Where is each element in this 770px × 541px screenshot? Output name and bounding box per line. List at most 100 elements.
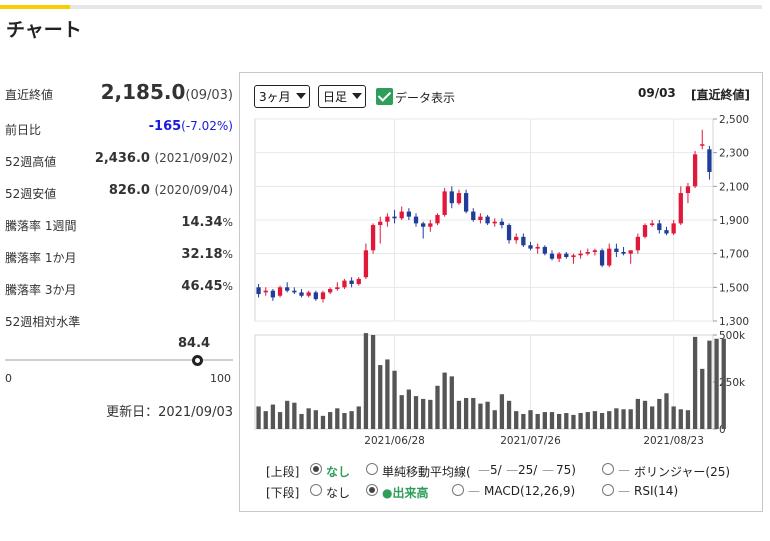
rel52-knob xyxy=(191,355,203,366)
show-data-label[interactable]: データ表示 xyxy=(395,91,456,105)
volume-bar xyxy=(327,412,333,429)
volume-bar xyxy=(585,412,590,429)
stat-value: 2,185.0(09/03) xyxy=(101,80,233,104)
volume-bar xyxy=(499,394,505,429)
rel52-track xyxy=(5,359,233,361)
volume-bar xyxy=(650,406,655,429)
candle-down xyxy=(471,211,476,220)
candle-down xyxy=(413,216,419,224)
stat-r1w: 騰落率 1週間 14.34% xyxy=(5,209,233,241)
candle-down xyxy=(499,221,505,226)
lower-volume-label[interactable]: ●出来高 xyxy=(382,486,429,500)
candle-up xyxy=(306,292,311,296)
upper-sma5-label: 5/ xyxy=(490,463,502,477)
candle-up xyxy=(692,154,698,187)
candle-down xyxy=(521,236,526,246)
low52-value: 826.0 xyxy=(108,183,150,198)
stat-label: 52週安値 xyxy=(5,187,57,201)
volume-bar xyxy=(556,413,562,429)
upper-none-label[interactable]: なし xyxy=(326,465,351,479)
volume-bar xyxy=(664,393,669,429)
volume-bar xyxy=(707,340,712,429)
volume-bar xyxy=(385,359,390,429)
candle-down xyxy=(463,193,469,212)
candle-down xyxy=(564,253,569,258)
candle-up xyxy=(356,278,361,284)
change-pct: (-7.02%) xyxy=(181,119,233,133)
candle-down xyxy=(621,251,626,254)
r1w-unit: % xyxy=(222,216,233,229)
lower-rsi-radio[interactable] xyxy=(602,484,614,496)
volume-bar xyxy=(428,399,433,429)
volume-bar xyxy=(392,370,397,429)
volume-bar xyxy=(685,410,691,429)
interval-select[interactable]: 日足 xyxy=(318,85,367,108)
candle-up xyxy=(671,223,676,234)
volume-bar xyxy=(378,365,383,429)
upper-bollinger-radio[interactable] xyxy=(602,463,614,475)
upper-sma-label[interactable]: 単純移動平均線( xyxy=(382,465,471,479)
candle-up xyxy=(700,144,705,146)
candle-up xyxy=(492,221,497,224)
header-type: [直近終値] xyxy=(691,88,750,102)
last-close-value: 2,185.0 xyxy=(100,80,186,104)
candle-up xyxy=(628,250,633,254)
rel52-min: 0 xyxy=(5,372,12,385)
volume-bar xyxy=(435,385,440,429)
volume-bar xyxy=(578,413,583,429)
candle-up xyxy=(607,248,612,266)
volume-bar xyxy=(263,411,268,429)
stat-label: 52週高値 xyxy=(5,155,57,169)
candle-up xyxy=(320,292,326,300)
volume-bar xyxy=(521,413,526,429)
volume-bar xyxy=(535,413,540,429)
lower-none-radio[interactable] xyxy=(310,484,322,496)
updated-date: 更新日：2021/09/03 xyxy=(106,405,233,420)
volume-tick-label: 0 xyxy=(719,424,726,436)
candle-down xyxy=(528,245,533,249)
stat-rel52: 52週相対水準 xyxy=(5,305,233,337)
lower-macd-label[interactable]: MACD(12,26,9) xyxy=(484,484,576,498)
period-select-value: 3ヶ月 xyxy=(259,90,291,104)
volume-bar xyxy=(421,398,426,429)
macd-line-icon: — xyxy=(468,484,480,498)
volume-bar xyxy=(363,333,369,429)
volume-bar xyxy=(485,401,490,429)
high52-date: (2021/09/02) xyxy=(154,151,233,165)
lower-none-label[interactable]: なし xyxy=(326,486,351,500)
sma75-line-icon: — xyxy=(542,463,554,477)
candle-down xyxy=(707,149,712,173)
candle-up xyxy=(327,289,333,293)
volume-bar xyxy=(614,408,619,429)
candle-up xyxy=(442,191,447,215)
volume-bar xyxy=(549,412,555,429)
volume-bar xyxy=(299,413,304,429)
chevron-down-icon xyxy=(295,93,306,99)
lower-volume-radio[interactable] xyxy=(366,484,378,496)
upper-sma-radio[interactable] xyxy=(366,463,378,475)
volume-bar xyxy=(571,414,576,429)
interval-select-value: 日足 xyxy=(323,90,348,104)
candle-up xyxy=(592,250,598,252)
stat-label: 騰落率 1か月 xyxy=(5,251,77,265)
show-data-checkbox[interactable] xyxy=(376,88,393,105)
period-select[interactable]: 3ヶ月 xyxy=(254,85,310,108)
candle-up xyxy=(685,186,691,194)
candle-down xyxy=(285,287,290,291)
upper-bollinger-label[interactable]: ボリンジャー(25) xyxy=(634,465,731,479)
upper-label: [上段] xyxy=(266,465,300,479)
volume-bar xyxy=(506,400,512,429)
volume-bar xyxy=(320,415,326,429)
stat-last-close: 直近終値 2,185.0(09/03) xyxy=(5,78,233,110)
rel52-max: 100 xyxy=(210,372,231,385)
upper-none-radio[interactable] xyxy=(310,463,322,475)
candle-up xyxy=(578,253,583,256)
volume-bar xyxy=(642,400,648,429)
lower-macd-radio[interactable] xyxy=(452,484,464,496)
candle-up xyxy=(399,211,404,219)
stat-value: 32.18% xyxy=(181,247,233,262)
candle-down xyxy=(506,225,512,241)
lower-rsi-label[interactable]: RSI(14) xyxy=(634,484,679,498)
volume-bar xyxy=(621,409,626,429)
volume-bar xyxy=(478,403,483,429)
